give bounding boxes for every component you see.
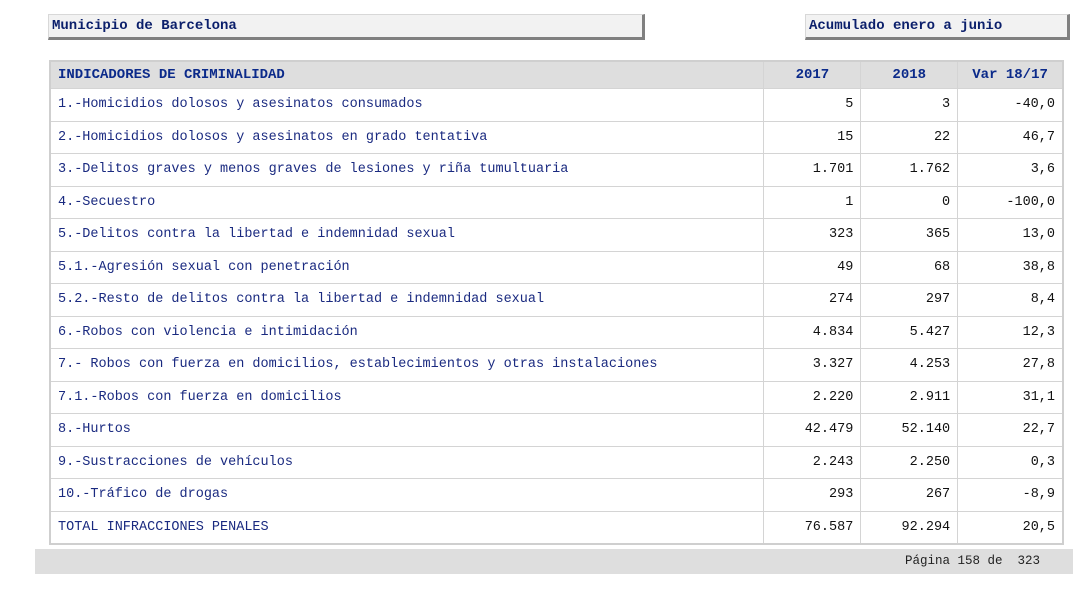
indicator-cell: 5.-Delitos contra la libertad e indemnid… [49, 218, 765, 252]
variation-cell: 22,7 [957, 413, 1064, 447]
indicator-cell: TOTAL INFRACCIONES PENALES [49, 510, 765, 545]
variation-cell: 27,8 [957, 348, 1064, 382]
indicator-cell: 6.-Robos con violencia e intimidación [49, 315, 765, 349]
value-2018-cell: 52.140 [860, 413, 959, 447]
table-row: 9.-Sustracciones de vehículos 2.243 2.250 0… [49, 445, 1064, 479]
column-header-variation: Var 18/17 [957, 60, 1064, 89]
value-2017-cell: 42.479 [763, 413, 862, 447]
indicator-cell: 1.-Homicidios dolosos y asesinatos consu… [49, 88, 765, 122]
value-2017-cell: 49 [763, 250, 862, 284]
column-header-2017: 2017 [763, 60, 862, 89]
value-2018-cell: 92.294 [860, 510, 959, 545]
value-2018-cell: 267 [860, 478, 959, 512]
value-2017-cell: 323 [763, 218, 862, 252]
indicator-cell: 7.1.-Robos con fuerza en domicilios [49, 380, 765, 414]
period-label: Acumulado enero a junio [805, 14, 1070, 40]
municipality-title: Municipio de Barcelona [48, 14, 645, 40]
table-row: 3.-Delitos graves y menos graves de lesi… [49, 153, 1064, 187]
crime-indicators-table: INDICADORES DE CRIMINALIDAD 2017 2018 Va… [49, 60, 1064, 545]
table-row: 1.-Homicidios dolosos y asesinatos consu… [49, 88, 1064, 122]
indicator-cell: 4.-Secuestro [49, 185, 765, 219]
table-row: TOTAL INFRACCIONES PENALES 76.587 92.294 20… [49, 510, 1064, 545]
variation-cell: 46,7 [957, 120, 1064, 154]
value-2017-cell: 15 [763, 120, 862, 154]
value-2017-cell: 2.220 [763, 380, 862, 414]
indicator-cell: 8.-Hurtos [49, 413, 765, 447]
indicator-cell: 3.-Delitos graves y menos graves de lesi… [49, 153, 765, 187]
value-2018-cell: 22 [860, 120, 959, 154]
value-2018-cell: 0 [860, 185, 959, 219]
value-2018-cell: 297 [860, 283, 959, 317]
value-2018-cell: 365 [860, 218, 959, 252]
value-2018-cell: 4.253 [860, 348, 959, 382]
variation-cell: 20,5 [957, 510, 1064, 545]
value-2018-cell: 2.911 [860, 380, 959, 414]
variation-cell: 12,3 [957, 315, 1064, 349]
value-2018-cell: 68 [860, 250, 959, 284]
value-2017-cell: 2.243 [763, 445, 862, 479]
value-2017-cell: 4.834 [763, 315, 862, 349]
value-2017-cell: 76.587 [763, 510, 862, 545]
value-2018-cell: 3 [860, 88, 959, 122]
variation-cell: -40,0 [957, 88, 1064, 122]
indicator-cell: 10.-Tráfico de drogas [49, 478, 765, 512]
variation-cell: 8,4 [957, 283, 1064, 317]
indicator-cell: 5.2.-Resto de delitos contra la libertad… [49, 283, 765, 317]
variation-cell: 31,1 [957, 380, 1064, 414]
table-row: 5.-Delitos contra la libertad e indemnid… [49, 218, 1064, 252]
table-row: 10.-Tráfico de drogas 293 267 -8,9 [49, 478, 1064, 512]
variation-cell: 38,8 [957, 250, 1064, 284]
value-2017-cell: 274 [763, 283, 862, 317]
variation-cell: 13,0 [957, 218, 1064, 252]
table-header-row: INDICADORES DE CRIMINALIDAD 2017 2018 Va… [49, 60, 1064, 89]
table-row: 6.-Robos con violencia e intimidación 4.8… [49, 315, 1064, 349]
table-row: 2.-Homicidios dolosos y asesinatos en gr… [49, 120, 1064, 154]
page-footer: Página 158 de 323 [35, 549, 1073, 574]
indicator-cell: 5.1.-Agresión sexual con penetración [49, 250, 765, 284]
indicator-cell: 2.-Homicidios dolosos y asesinatos en gr… [49, 120, 765, 154]
indicator-cell: 7.- Robos con fuerza en domicilios, esta… [49, 348, 765, 382]
table-row: 7.- Robos con fuerza en domicilios, esta… [49, 348, 1064, 382]
table-row: 4.-Secuestro 1 0 -100,0 [49, 185, 1064, 219]
value-2017-cell: 293 [763, 478, 862, 512]
value-2017-cell: 5 [763, 88, 862, 122]
column-header-indicator: INDICADORES DE CRIMINALIDAD [49, 60, 765, 89]
page-number: Página 158 de 323 [904, 554, 1040, 568]
value-2017-cell: 1 [763, 185, 862, 219]
table-row: 7.1.-Robos con fuerza en domicilios 2.220… [49, 380, 1064, 414]
table-row: 5.2.-Resto de delitos contra la libertad… [49, 283, 1064, 317]
column-header-2018: 2018 [860, 60, 959, 89]
value-2018-cell: 5.427 [860, 315, 959, 349]
variation-cell: -8,9 [957, 478, 1064, 512]
value-2017-cell: 3.327 [763, 348, 862, 382]
indicator-cell: 9.-Sustracciones de vehículos [49, 445, 765, 479]
table-row: 5.1.-Agresión sexual con penetración 49 68… [49, 250, 1064, 284]
value-2018-cell: 1.762 [860, 153, 959, 187]
value-2017-cell: 1.701 [763, 153, 862, 187]
variation-cell: 0,3 [957, 445, 1064, 479]
variation-cell: 3,6 [957, 153, 1064, 187]
variation-cell: -100,0 [957, 185, 1064, 219]
value-2018-cell: 2.250 [860, 445, 959, 479]
table-row: 8.-Hurtos 42.479 52.140 22,7 [49, 413, 1064, 447]
